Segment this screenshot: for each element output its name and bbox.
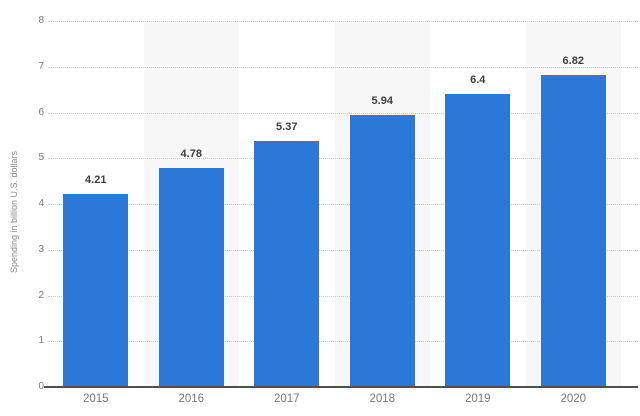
gridline: [48, 249, 638, 251]
bar-2017[interactable]: [254, 141, 320, 386]
y-tick-label: 4: [38, 198, 44, 209]
gridline: [48, 204, 638, 205]
x-tick-label: 2020: [560, 393, 587, 405]
x-tick-label: 2018: [369, 393, 396, 405]
y-tick-label: 1: [38, 335, 44, 347]
gridline: [48, 341, 638, 343]
gridline: [48, 158, 638, 160]
bar-2019[interactable]: [445, 94, 511, 386]
gridline: [48, 112, 638, 114]
x-tick-label: 2016: [178, 393, 205, 405]
gridline: [48, 295, 638, 297]
bar-value-label: 5.94: [371, 95, 393, 108]
y-tick-label: 8: [38, 15, 44, 26]
gridline: [48, 66, 638, 68]
bar-value-label: 6.4: [470, 74, 486, 87]
x-tick-label: 2015: [82, 393, 109, 405]
x-tick-label: 2017: [273, 393, 300, 405]
bar-value-label: 6.82: [562, 54, 584, 67]
bar-2020[interactable]: [540, 74, 606, 386]
x-tick-label: 2019: [464, 393, 491, 405]
bar-value-label: 4.21: [85, 174, 107, 187]
y-tick-label: 7: [38, 60, 44, 72]
y-tick-label: 0: [38, 381, 44, 392]
bar-2016[interactable]: [158, 168, 224, 386]
gridline: [48, 21, 638, 22]
y-tick-label: 6: [38, 106, 44, 118]
y-tick-label: 3: [38, 243, 44, 255]
bar-2015[interactable]: [63, 194, 129, 386]
y-tick-label: 5: [38, 152, 44, 164]
bar-value-label: 4.78: [180, 148, 202, 161]
bar-2018[interactable]: [349, 115, 415, 386]
y-tick-label: 2: [38, 289, 44, 301]
bar-value-label: 5.37: [276, 121, 298, 134]
x-axis-line: [44, 386, 638, 388]
